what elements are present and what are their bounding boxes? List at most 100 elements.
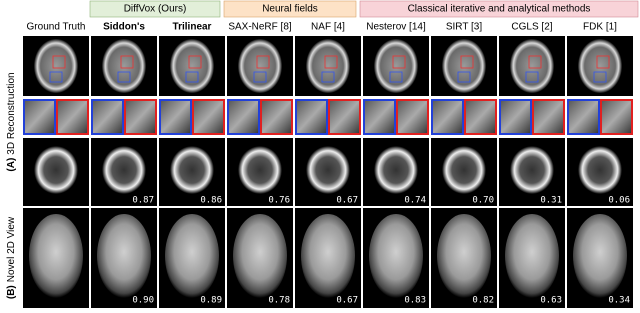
zoom-crop — [567, 99, 600, 135]
roi-box — [188, 55, 202, 69]
brain-image — [442, 39, 486, 93]
slice-image — [34, 146, 78, 194]
view-image — [301, 214, 355, 298]
roi-box — [324, 55, 338, 69]
view-image — [29, 214, 83, 298]
score: 0.67 — [336, 196, 358, 206]
roi-box — [457, 71, 471, 83]
roi-box — [49, 71, 63, 83]
method-label: Ground Truth — [27, 22, 86, 33]
brain-image — [238, 39, 282, 93]
view-image — [233, 214, 287, 298]
zoom-crop — [56, 99, 89, 135]
score: 0.82 — [472, 296, 494, 306]
roi-box — [593, 71, 607, 83]
method-label: CGLS [2] — [511, 22, 552, 33]
zoom-crop — [600, 99, 633, 135]
view-image — [97, 214, 151, 298]
roi-box — [392, 55, 406, 69]
group-box — [223, 0, 357, 18]
zoom-crop — [159, 99, 192, 135]
roi-box — [528, 55, 542, 69]
brain-image — [170, 39, 214, 93]
view-image — [505, 214, 559, 298]
row-text: Novel 2D View — [6, 216, 17, 282]
zoom-crop — [328, 99, 361, 135]
score: 0.76 — [268, 196, 290, 206]
group-box — [359, 0, 639, 18]
zoom-crop — [532, 99, 565, 135]
brain-image — [102, 39, 146, 93]
zoom-crop — [464, 99, 497, 135]
slice-image — [442, 146, 486, 194]
roi-box — [525, 71, 539, 83]
roi-box — [185, 71, 199, 83]
brain-image — [510, 39, 554, 93]
row-label: (A) 3D Reconstruction — [6, 72, 17, 171]
score: 0.31 — [540, 196, 562, 206]
roi-box — [52, 55, 66, 69]
row-label: (B) Novel 2D View — [6, 216, 17, 299]
method-label: Trilinear — [173, 22, 212, 33]
view-image — [573, 214, 627, 298]
roi-box — [253, 71, 267, 83]
score: 0.34 — [608, 296, 630, 306]
score: 0.06 — [608, 196, 630, 206]
group-box — [89, 0, 221, 18]
method-label: Nesterov [14] — [366, 22, 426, 33]
roi-box — [117, 71, 131, 83]
score: 0.86 — [200, 196, 222, 206]
method-label: SAX-NeRF [8] — [228, 22, 292, 33]
view-image — [165, 214, 219, 298]
score: 0.83 — [404, 296, 426, 306]
zoom-crop — [23, 99, 56, 135]
zoom-crop — [431, 99, 464, 135]
roi-box — [256, 55, 270, 69]
zoom-crop — [363, 99, 396, 135]
group-label: Neural fields — [262, 4, 318, 15]
brain-image — [34, 39, 78, 93]
method-label: FDK [1] — [583, 22, 617, 33]
slice-image — [374, 146, 418, 194]
method-label: SIRT [3] — [446, 22, 483, 33]
method-label: Siddon's — [103, 22, 145, 33]
brain-image — [578, 39, 622, 93]
brain-image — [306, 39, 350, 93]
slice-image — [578, 146, 622, 194]
roi-box — [460, 55, 474, 69]
zoom-crop — [499, 99, 532, 135]
slice-image — [306, 146, 350, 194]
roi-box — [389, 71, 403, 83]
row-tag: (A) — [6, 158, 17, 172]
score: 0.74 — [404, 196, 426, 206]
score: 0.87 — [132, 196, 154, 206]
zoom-crop — [91, 99, 124, 135]
slice-image — [170, 146, 214, 194]
zoom-crop — [227, 99, 260, 135]
score: 0.90 — [132, 296, 154, 306]
slice-image — [102, 146, 146, 194]
slice-image — [510, 146, 554, 194]
brain-image — [374, 39, 418, 93]
zoom-crop — [295, 99, 328, 135]
view-image — [369, 214, 423, 298]
group-label: Classical iterative and analytical metho… — [408, 4, 591, 15]
score: 0.89 — [200, 296, 222, 306]
view-image — [437, 214, 491, 298]
zoom-crop — [192, 99, 225, 135]
score: 0.63 — [540, 296, 562, 306]
score: 0.67 — [336, 296, 358, 306]
zoom-crop — [396, 99, 429, 135]
row-text: 3D Reconstruction — [6, 72, 17, 154]
roi-box — [120, 55, 134, 69]
score: 0.78 — [268, 296, 290, 306]
score: 0.70 — [472, 196, 494, 206]
roi-box — [321, 71, 335, 83]
roi-box — [596, 55, 610, 69]
row-tag: (B) — [6, 285, 17, 299]
zoom-crop — [124, 99, 157, 135]
zoom-crop — [260, 99, 293, 135]
slice-image — [238, 146, 282, 194]
method-label: NAF [4] — [311, 22, 345, 33]
